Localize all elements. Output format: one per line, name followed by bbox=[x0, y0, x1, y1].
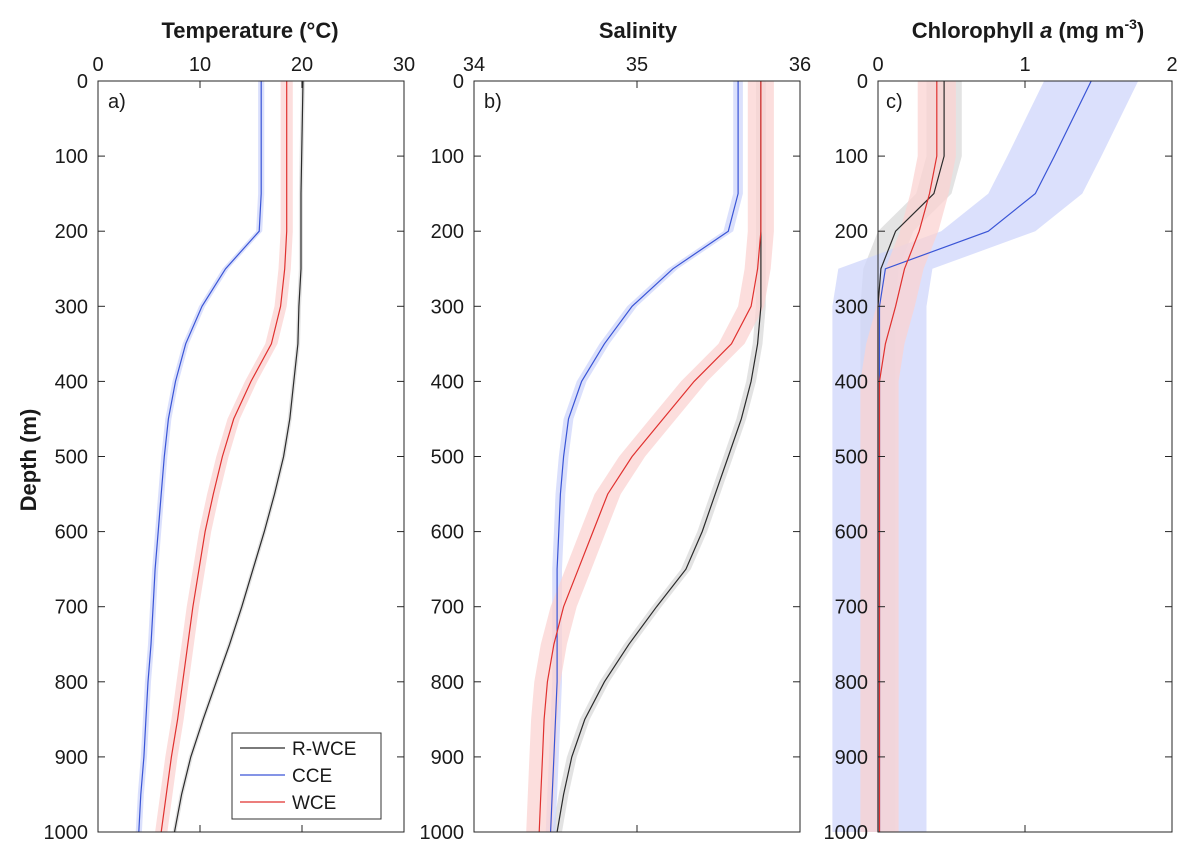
band-wce-panel-1 bbox=[155, 81, 293, 832]
series-line-wce-panel-1 bbox=[160, 81, 288, 833]
y-tick-label: 300 bbox=[835, 296, 868, 318]
y-tick-label: 600 bbox=[55, 522, 88, 544]
band-cce-panel-1 bbox=[135, 81, 265, 832]
panel-temperature: Temperature (°C) 0 10 20 300100200300400500… bbox=[44, 18, 416, 842]
x-tick-label: 30 bbox=[393, 54, 415, 76]
y-tick-label: 900 bbox=[835, 747, 868, 769]
panel-salinity: Salinity 34 35 36 0 100 200 300 400 500 600 700 800… bbox=[420, 18, 812, 842]
x-tick-label: 20 bbox=[291, 54, 313, 76]
y-tick-label: 1000 bbox=[44, 822, 89, 842]
y-tick-label: 400 bbox=[431, 371, 464, 393]
band-wce-panel-3 bbox=[860, 81, 956, 832]
x-tick-label: 35 bbox=[626, 54, 648, 76]
y-tick-label: 900 bbox=[431, 747, 464, 769]
y-tick-label: 700 bbox=[55, 597, 88, 619]
series-line-r-wce-panel-1 bbox=[173, 80, 304, 833]
y-tick-label: 700 bbox=[431, 597, 464, 619]
y-tick-label: 1000 bbox=[420, 822, 465, 842]
x-tick-label: 34 bbox=[463, 54, 485, 76]
y-tick-label: 600 bbox=[431, 522, 464, 544]
panel-c-title: Chlorophyll a (mg m-3) bbox=[912, 16, 1144, 43]
panel-c-plot: 0 1 2 0 100 200 300 400 500 600 700 800 900 1000 bbox=[824, 54, 1178, 842]
y-tick-label: 800 bbox=[431, 672, 464, 694]
x-tick-label: 10 bbox=[189, 54, 211, 76]
series-line-r-wce-panel-2 bbox=[556, 81, 762, 833]
y-tick-label: 0 bbox=[77, 71, 88, 93]
y-tick-label: 500 bbox=[431, 447, 464, 469]
y-tick-label: 300 bbox=[55, 296, 88, 318]
y-tick-label: 0 bbox=[857, 71, 868, 93]
y-tick-label: 200 bbox=[835, 221, 868, 243]
y-tick-label: 800 bbox=[55, 672, 88, 694]
y-tick-label: 500 bbox=[835, 447, 868, 469]
y-tick-label: 700 bbox=[835, 597, 868, 619]
series-line-cce-panel-2 bbox=[550, 81, 739, 833]
series-line-wce-panel-2 bbox=[538, 81, 762, 833]
legend: R-WCE CCE WCE bbox=[231, 732, 382, 820]
y-axis-label: Depth (m) bbox=[16, 409, 41, 512]
panel-b-plot: 34 35 36 0 100 200 300 400 500 600 700 800 900 1000 bbox=[420, 54, 812, 842]
y-tick-label: 400 bbox=[835, 371, 868, 393]
y-tick-label: 500 bbox=[55, 447, 88, 469]
series-line-cce-panel-1 bbox=[138, 81, 262, 833]
y-tick-label: 200 bbox=[55, 221, 88, 243]
panel-chlorophyll: Chlorophyll a (mg m-3) 0 1 2 0 100 200 300 400 5… bbox=[824, 16, 1178, 842]
y-tick-label: 200 bbox=[431, 221, 464, 243]
series-line-wce-panel-3 bbox=[878, 81, 938, 832]
y-tick-label: 0 bbox=[453, 71, 464, 93]
x-tick-label: 2 bbox=[1166, 54, 1177, 76]
y-tick-label: 100 bbox=[835, 146, 868, 168]
panel-a-label: a) bbox=[108, 91, 126, 113]
y-tick-label: 800 bbox=[835, 672, 868, 694]
y-tick-label: 100 bbox=[55, 146, 88, 168]
band-r-wce-panel-2 bbox=[552, 81, 766, 832]
y-tick-label: 600 bbox=[835, 522, 868, 544]
legend-label-r-wce: R-WCE bbox=[292, 739, 356, 760]
y-tick-label: 100 bbox=[431, 146, 464, 168]
x-tick-label: 0 bbox=[92, 54, 103, 76]
panel-c-label: c) bbox=[886, 91, 903, 113]
y-tick-label: 300 bbox=[431, 296, 464, 318]
panel-a-title: Temperature (°C) bbox=[161, 18, 338, 43]
x-tick-label: 1 bbox=[1019, 54, 1030, 76]
panel-b-title: Salinity bbox=[599, 18, 678, 43]
y-tick-label: 1000 bbox=[824, 822, 869, 842]
legend-label-wce: WCE bbox=[292, 793, 336, 814]
x-tick-label: 0 bbox=[872, 54, 883, 76]
y-tick-label: 900 bbox=[55, 747, 88, 769]
legend-label-cce: CCE bbox=[292, 766, 332, 787]
panel-b-label: b) bbox=[484, 91, 502, 113]
band-wce-panel-2 bbox=[526, 81, 774, 832]
legend-box bbox=[231, 732, 382, 820]
y-tick-label: 400 bbox=[55, 371, 88, 393]
x-tick-label: 36 bbox=[789, 54, 811, 76]
